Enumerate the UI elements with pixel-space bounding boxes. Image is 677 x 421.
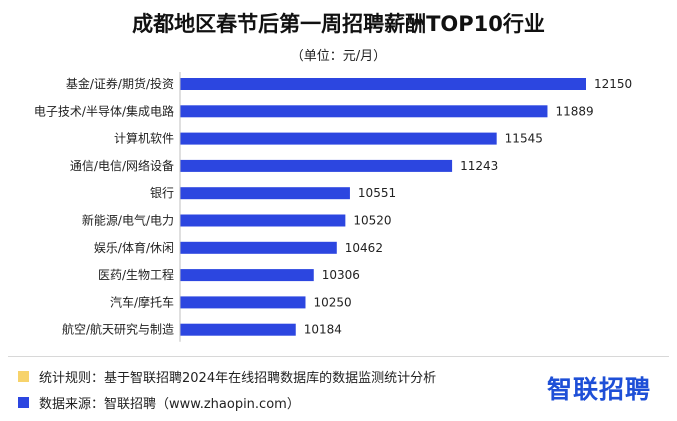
yellow-square-icon	[18, 371, 29, 382]
data-label: 10462	[345, 241, 383, 255]
data-label: 10306	[322, 268, 360, 282]
category-label: 计算机软件	[114, 131, 174, 146]
category-label: 娱乐/体育/休闲	[94, 240, 174, 255]
note-source: 数据来源：智联招聘（www.zhaopin.com）	[18, 393, 300, 412]
note-source-text: 数据来源：智联招聘（www.zhaopin.com）	[39, 397, 300, 412]
bar	[180, 159, 453, 172]
data-label: 12150	[594, 77, 632, 91]
data-label: 10250	[313, 295, 351, 309]
note-rule: 统计规则：基于智联招聘2024年在线招聘数据库的数据监测统计分析	[18, 367, 436, 386]
chart-subtitle: （单位：元/月）	[290, 49, 387, 64]
category-label: 通信/电信/网络设备	[70, 158, 174, 173]
category-label: 汽车/摩托车	[110, 294, 174, 309]
category-label: 银行	[150, 186, 174, 200]
bar	[180, 241, 337, 254]
bar	[180, 269, 314, 282]
bar-chart: 基金/证券/期货/投资 12150 电子技术/半导体/集成电路 11889 计算机软件 1…	[34, 72, 632, 342]
zhaopin-logo: 智联招聘	[547, 375, 652, 404]
category-label: 新能源/电气/电力	[82, 213, 174, 228]
bar	[180, 132, 497, 145]
bar	[180, 323, 296, 336]
data-label: 11889	[555, 104, 593, 118]
data-label: 11545	[505, 132, 543, 146]
category-label: 基金/证券/期货/投资	[66, 76, 174, 91]
blue-square-icon	[18, 397, 29, 408]
data-label: 11243	[460, 159, 498, 173]
bar	[180, 78, 586, 90]
data-label: 10520	[353, 214, 391, 228]
category-label: 航空/航天研究与制造	[62, 322, 174, 337]
bar	[180, 296, 306, 309]
note-rule-text: 统计规则：基于智联招聘2024年在线招聘数据库的数据监测统计分析	[39, 371, 437, 386]
footer-divider	[8, 356, 669, 357]
bar	[180, 214, 346, 227]
bar	[180, 187, 350, 200]
bar	[180, 105, 548, 118]
data-label: 10184	[304, 323, 342, 337]
category-label: 电子技术/半导体/集成电路	[34, 103, 174, 118]
chart-title: 成都地区春节后第一周招聘薪酬TOP10行业	[132, 12, 545, 36]
data-label: 10551	[358, 186, 396, 200]
category-label: 医药/生物工程	[98, 267, 174, 282]
